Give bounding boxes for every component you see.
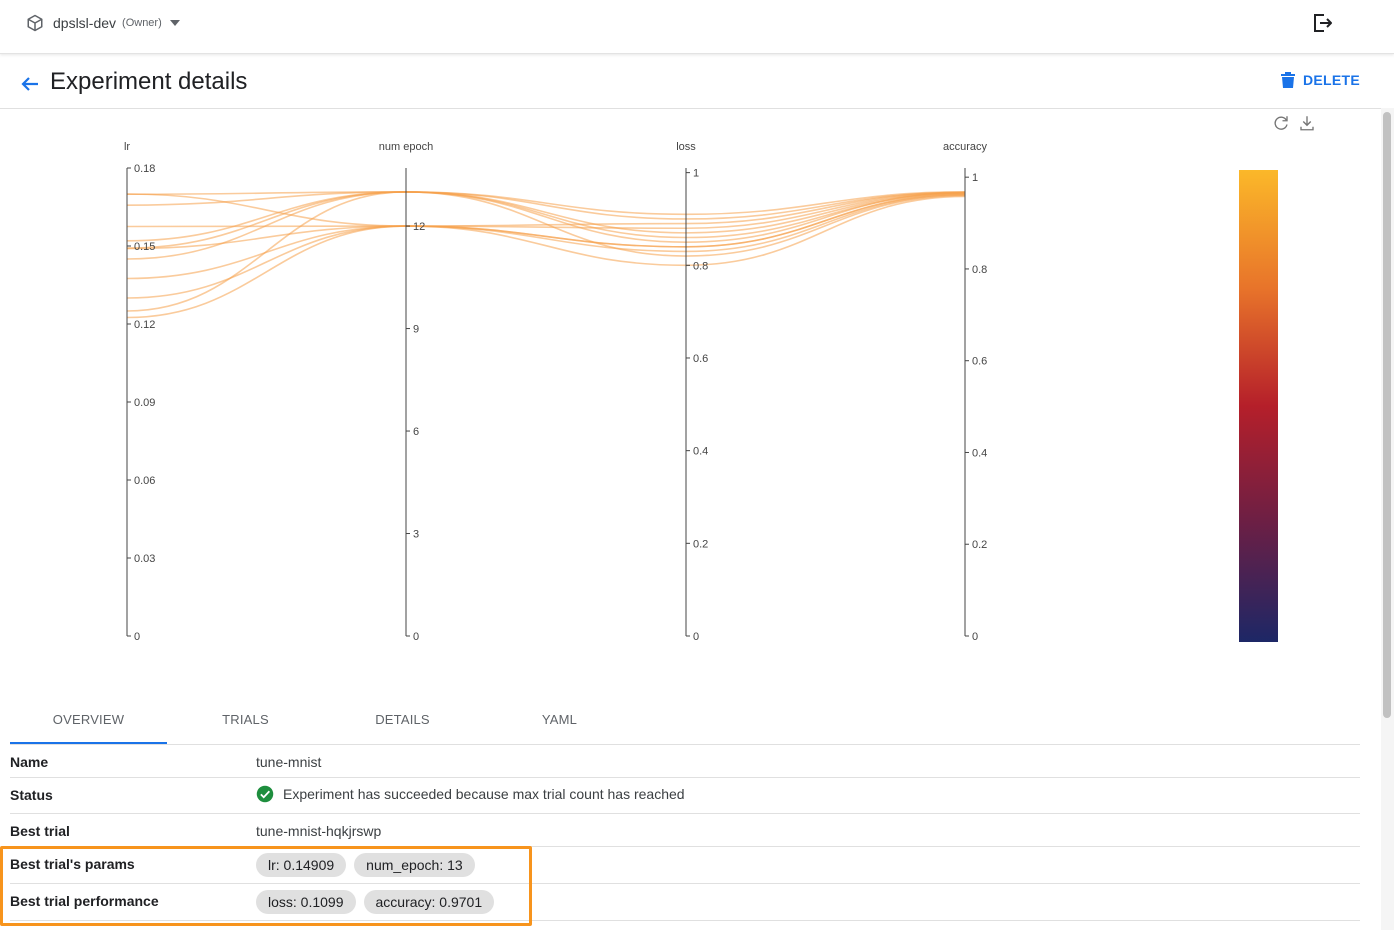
tick-label: 0.4 (972, 447, 987, 459)
trial-line (126, 191, 966, 227)
status-label: Status (10, 787, 53, 803)
tab-yaml[interactable]: YAML (541, 712, 578, 727)
params-chips: lr: 0.14909 num_epoch: 13 (256, 853, 483, 877)
trash-icon (1280, 72, 1295, 88)
row-best-trial: Best trial tune-mnist-hqkjrswp (10, 814, 1360, 847)
tick-label: 0.18 (134, 163, 155, 175)
metric-chip-loss: loss: 0.1099 (256, 890, 356, 914)
check-circle-icon (256, 785, 274, 803)
best-trial-label: Best trial (10, 823, 70, 839)
scrollbar-thumb[interactable] (1383, 112, 1391, 718)
tick-label: 0.06 (134, 475, 155, 487)
tick-label: 0 (972, 631, 978, 643)
performance-chips: loss: 0.1099 accuracy: 0.9701 (256, 890, 502, 914)
namespace-name: dpslsl-dev (53, 15, 117, 31)
tab-bar: OVERVIEW TRIALS DETAILS YAML (10, 698, 1360, 745)
tick-label: 0.15 (134, 241, 155, 253)
tick-label: 0.2 (693, 538, 708, 550)
tab-trials[interactable]: TRIALS (222, 712, 269, 727)
status-value: Experiment has succeeded because max tri… (256, 785, 685, 803)
trial-line (126, 191, 966, 260)
tab-details[interactable]: DETAILS (375, 712, 430, 727)
tick-label: 1 (693, 168, 699, 180)
name-value: tune-mnist (256, 754, 322, 770)
page-header: Experiment details DELETE (0, 54, 1394, 109)
tick-label: 9 (413, 324, 419, 336)
trial-line (126, 191, 966, 312)
tick-label: 6 (413, 426, 419, 438)
delete-label: DELETE (1302, 72, 1360, 88)
axis-label: loss (676, 141, 696, 153)
tick-label: 0.6 (693, 353, 708, 365)
cube-icon (27, 14, 43, 32)
top-bar: dpslsl-dev (Owner) (0, 0, 1394, 54)
param-chip-num-epoch: num_epoch: 13 (354, 853, 475, 877)
status-text: Experiment has succeeded because max tri… (283, 786, 685, 802)
trial-line (126, 195, 966, 299)
tick-label: 1 (972, 172, 978, 184)
tick-label: 0 (134, 631, 140, 643)
tick-label: 0 (413, 631, 419, 643)
trial-line (126, 191, 966, 249)
logout-icon[interactable] (1310, 11, 1334, 35)
axis-label: lr (124, 141, 130, 153)
tab-overview[interactable]: OVERVIEW (10, 698, 167, 744)
metric-chip-accuracy: accuracy: 0.9701 (363, 890, 495, 914)
name-label: Name (10, 754, 49, 770)
axis-label: num epoch (379, 141, 433, 153)
arrow-back-icon[interactable] (18, 72, 42, 96)
tick-label: 0.12 (134, 319, 155, 331)
namespace-role: (Owner) (122, 17, 162, 29)
namespace-selector[interactable]: dpslsl-dev (Owner) (26, 12, 180, 34)
tick-label: 0.6 (972, 356, 987, 368)
refresh-icon[interactable] (1272, 114, 1290, 132)
row-best-performance: Best trial performance loss: 0.1099 accu… (10, 884, 1360, 921)
tick-label: 0.2 (972, 539, 987, 551)
delete-button[interactable]: DELETE (1280, 72, 1360, 88)
tick-label: 0.8 (972, 264, 987, 276)
caret-down-icon[interactable] (169, 20, 180, 26)
tick-label: 0.09 (134, 397, 155, 409)
row-status: Status Experiment has succeeded because … (10, 778, 1360, 814)
row-name: Name tune-mnist (10, 745, 1360, 778)
best-trial-value: tune-mnist-hqkjrswp (256, 823, 382, 839)
download-icon[interactable] (1298, 114, 1316, 132)
trial-line (126, 193, 966, 250)
params-label: Best trial's params (10, 856, 135, 872)
tick-label: 0.8 (693, 260, 708, 272)
chart-actions (1272, 114, 1316, 132)
axis-label: accuracy (943, 141, 988, 153)
tick-label: 0.03 (134, 553, 155, 565)
performance-label: Best trial performance (10, 893, 159, 909)
page-title: Experiment details (50, 68, 248, 95)
trial-line (126, 191, 966, 230)
colorscale-bar (1239, 170, 1278, 642)
tick-label: 12 (413, 221, 425, 233)
tick-label: 0.4 (693, 446, 708, 458)
param-chip-lr: lr: 0.14909 (256, 853, 347, 877)
trial-line (126, 191, 966, 242)
trial-line (126, 194, 966, 319)
parallel-coordinates-chart: lr 0 0.03 0.06 0.09 0.12 0.15 0.18 num epoch 0 3 6 9… (124, 141, 1278, 643)
trial-line (126, 191, 966, 234)
tick-label: 3 (413, 529, 419, 541)
tick-label: 0 (693, 631, 699, 643)
row-best-params: Best trial's params lr: 0.14909 num_epoc… (10, 847, 1360, 884)
